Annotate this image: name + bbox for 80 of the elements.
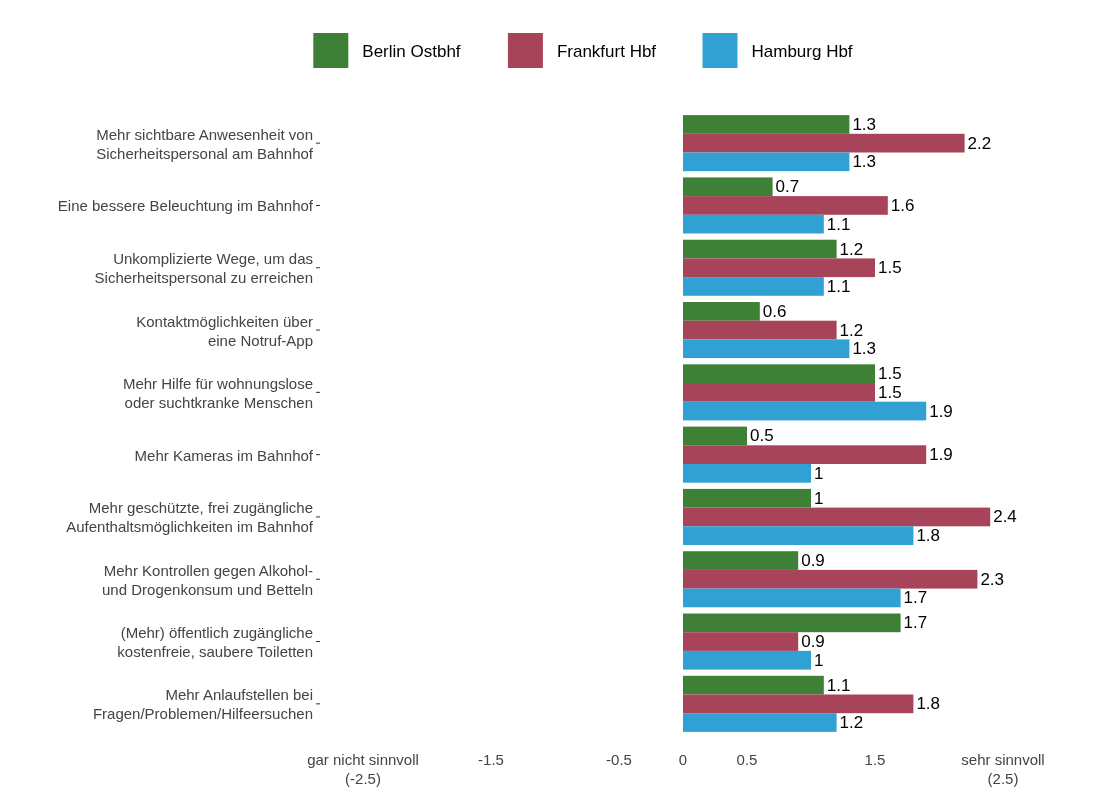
data-label: 1.7 [903, 588, 928, 608]
data-label: 2.2 [967, 133, 992, 153]
legend-label: Berlin Ostbhf [362, 41, 461, 61]
bar [683, 464, 811, 483]
data-label: 0.6 [762, 301, 787, 321]
x-tick-label: gar nicht sinnvoll (-2.5) [307, 751, 419, 788]
bar [683, 632, 799, 651]
data-label: 1.5 [878, 382, 902, 402]
bar [683, 196, 888, 215]
legend-label: Hamburg Hbf [751, 41, 853, 61]
y-tick-label: Mehr Kameras im Bahnhof [134, 446, 314, 464]
bar [683, 133, 965, 153]
data-label: 1.9 [929, 401, 953, 421]
x-tick-label: 1.5 [864, 751, 886, 769]
bar [683, 364, 875, 384]
data-label: 1.9 [929, 445, 953, 465]
bar [683, 383, 875, 402]
y-tick-label: Mehr Kontrollen gegen Alkohol- und Drogenkonsum und Betteln [102, 561, 313, 598]
data-label: 0.9 [801, 632, 825, 652]
data-label: 0.5 [750, 426, 774, 446]
bar [683, 713, 837, 732]
bar [683, 426, 747, 446]
data-label: 1.2 [839, 239, 864, 259]
bar [683, 177, 773, 197]
bar [683, 401, 927, 421]
bar [683, 115, 850, 134]
data-label: 1.5 [878, 258, 902, 278]
bar [683, 588, 901, 608]
y-tick-label: Eine bessere Beleuchtung im Bahnhof [57, 196, 314, 214]
x-tick-label: -1.5 [478, 751, 504, 769]
y-tick-label: Kontaktmöglichkeiten über eine Notruf-App [136, 312, 313, 349]
bar [683, 339, 850, 359]
legend-label: Frankfurt Hbf [556, 41, 657, 61]
bar [683, 258, 875, 278]
bar [683, 526, 914, 545]
data-label: 1.2 [839, 713, 864, 733]
data-label: 1.1 [826, 276, 851, 296]
bar [683, 214, 824, 234]
bar [683, 694, 914, 714]
data-label: 1.1 [826, 675, 851, 695]
y-tick-label: (Mehr) öffentlich zugängliche kostenfreie, saubere Toiletten [117, 623, 313, 660]
bar [683, 675, 824, 695]
bar [683, 239, 837, 259]
data-label: 1.3 [852, 114, 877, 134]
data-label: 2.3 [980, 569, 1005, 589]
bar [683, 302, 760, 321]
bar [683, 650, 811, 670]
data-label: 1.6 [890, 195, 915, 215]
bar [683, 569, 978, 589]
bar [683, 507, 991, 527]
y-tick-label: Mehr Anlaufstellen bei Fragen/Problemen/Hilfeersuchen [92, 685, 313, 722]
y-tick-label: Unkomplizierte Wege, um das Sicherheitspersonal zu erreichen [94, 249, 313, 286]
x-tick-label: 0 [678, 751, 688, 769]
x-tick-label: sehr sinnvoll (2.5) [961, 751, 1045, 788]
data-label: 1 [814, 488, 824, 508]
data-label: 1.5 [878, 364, 902, 384]
data-label: 0.9 [801, 551, 825, 571]
data-label: 1 [814, 463, 824, 483]
x-tick-label: -0.5 [606, 751, 632, 769]
data-label: 1.8 [916, 526, 941, 546]
y-tick-label: Mehr sichtbare Anwesenheit von Sicherheitspersonal am Bahnhof [96, 125, 314, 162]
bar [683, 551, 799, 570]
data-label: 1.8 [916, 694, 941, 714]
bar [683, 320, 837, 340]
data-label: 1.1 [826, 214, 851, 234]
bar [683, 277, 824, 296]
x-tick-label: 0.5 [736, 751, 758, 769]
y-tick-label: Mehr geschützte, frei zugängliche Aufenthaltsmöglichkeiten im Bahnhof [66, 498, 314, 535]
data-label: 0.7 [775, 177, 800, 197]
data-label: 1.3 [852, 339, 877, 359]
data-label: 1.7 [903, 613, 928, 633]
bar [683, 488, 811, 508]
bar [683, 613, 901, 633]
data-label: 2.4 [993, 507, 1017, 527]
data-label: 1.2 [839, 320, 864, 340]
data-label: 1.3 [852, 152, 877, 172]
y-tick-label: Mehr Hilfe für wohnungslose oder suchtkranke Menschen [122, 374, 313, 411]
data-label: 1 [814, 650, 824, 670]
bar [683, 152, 850, 172]
bar [683, 445, 927, 464]
